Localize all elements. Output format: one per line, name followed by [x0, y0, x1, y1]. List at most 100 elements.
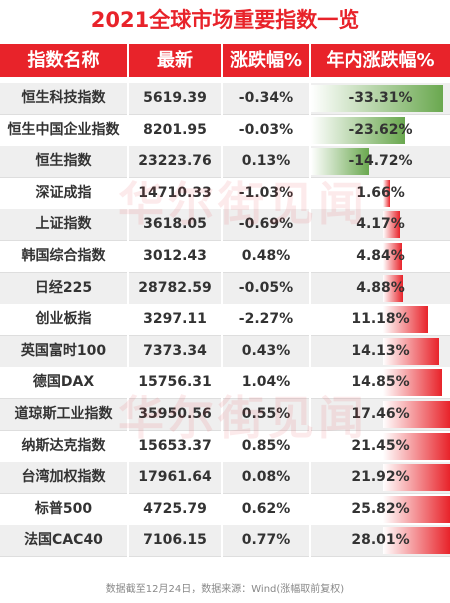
ytd-change: 21.45% [351, 438, 410, 454]
header-change: 涨跌幅% [223, 44, 309, 77]
table-row: 英国富时100 7373.34 0.43% 14.13% [0, 336, 450, 367]
latest-value: 15653.37 [138, 438, 212, 454]
header-latest: 最新 [129, 44, 221, 77]
ytd-change: 4.84% [356, 248, 405, 264]
ytd-bar [383, 527, 450, 554]
daily-change: 0.62% [241, 501, 291, 517]
daily-change: -0.03% [238, 122, 294, 138]
table-row: 创业板指 3297.11 -2.27% 11.18% [0, 304, 450, 335]
ytd-change: 25.82% [351, 501, 410, 517]
latest-value: 4725.79 [143, 501, 207, 517]
column-divider [221, 44, 223, 576]
ytd-change: 14.85% [351, 374, 410, 390]
row-divider [0, 114, 450, 115]
table-row: 韩国综合指数 3012.43 0.48% 4.84% [0, 241, 450, 272]
daily-change: -1.03% [238, 185, 294, 201]
latest-value: 15756.31 [138, 374, 212, 390]
latest-value: 5619.39 [143, 90, 207, 106]
ytd-bar [383, 464, 450, 491]
daily-change: 0.48% [241, 248, 291, 264]
table-row: 标普500 4725.79 0.62% 25.82% [0, 494, 450, 525]
footer-note: 数据截至12月24日，数据来源：Wind(涨幅取前复权) [105, 584, 345, 595]
latest-value: 3618.05 [143, 216, 207, 232]
daily-change: -0.34% [238, 90, 294, 106]
ytd-bar [383, 275, 403, 302]
daily-change: 0.77% [241, 532, 291, 548]
daily-change: 0.55% [241, 406, 291, 422]
ytd-bar [383, 369, 443, 396]
index-name: 恒生科技指数 [21, 90, 106, 106]
daily-change: 1.04% [241, 374, 291, 390]
table-row: 道琼斯工业指数 35950.56 0.55% 17.46% [0, 399, 450, 430]
ytd-change: 21.92% [351, 469, 410, 485]
daily-change: -0.05% [238, 280, 294, 296]
table-row: 日经225 28782.59 -0.05% 4.88% [0, 273, 450, 304]
ytd-change: 11.18% [351, 311, 410, 327]
table-row: 法国CAC40 7106.15 0.77% 28.01% [0, 525, 450, 556]
ytd-bar [383, 243, 403, 270]
ytd-change: 1.66% [356, 185, 405, 201]
daily-change: 0.13% [241, 153, 291, 169]
ytd-bar [311, 117, 405, 144]
latest-value: 35950.56 [138, 406, 212, 422]
table-row: 德国DAX 15756.31 1.04% 14.85% [0, 367, 450, 398]
index-name: 日经225 [34, 280, 93, 296]
index-name: 深证成指 [35, 185, 92, 201]
ytd-bar [311, 148, 370, 175]
row-divider [0, 493, 450, 494]
index-name: 恒生中国企业指数 [7, 122, 120, 138]
ytd-change: 14.13% [351, 343, 410, 359]
ytd-bar [383, 180, 390, 207]
row-divider [0, 335, 450, 336]
index-name: 台湾加权指数 [21, 469, 106, 485]
latest-value: 14710.33 [138, 185, 212, 201]
index-name: 上证指数 [35, 216, 92, 232]
header-ytd: 年内涨跌幅% [311, 44, 450, 77]
page-title: 2021全球市场重要指数一览 [90, 8, 360, 32]
row-divider [0, 430, 450, 431]
row-divider [0, 240, 450, 241]
row-divider [0, 272, 450, 273]
ytd-change: -14.72% [348, 153, 413, 169]
latest-value: 28782.59 [138, 280, 212, 296]
ytd-bar [383, 401, 450, 428]
index-name: 德国DAX [32, 374, 95, 390]
latest-value: 7106.15 [143, 532, 207, 548]
index-name: 法国CAC40 [24, 532, 103, 548]
daily-change: -2.27% [238, 311, 294, 327]
latest-value: 23223.76 [138, 153, 212, 169]
table-row: 台湾加权指数 17961.64 0.08% 21.92% [0, 462, 450, 493]
latest-value: 7373.34 [143, 343, 207, 359]
ytd-change: 17.46% [351, 406, 410, 422]
ytd-bar [311, 85, 444, 112]
ytd-change: 4.17% [356, 216, 405, 232]
daily-change: 0.85% [241, 438, 291, 454]
ytd-bar [383, 211, 400, 238]
table-row: 恒生指数 23223.76 0.13% -14.72% [0, 146, 450, 177]
index-name: 英国富时100 [20, 343, 107, 359]
table-row: 上证指数 3618.05 -0.69% 4.17% [0, 209, 450, 240]
index-name: 标普500 [34, 501, 93, 517]
daily-change: 0.08% [241, 469, 291, 485]
latest-value: 17961.64 [138, 469, 212, 485]
table-row: 纳斯达克指数 15653.37 0.85% 21.45% [0, 431, 450, 462]
daily-change: 0.43% [241, 343, 291, 359]
table-row: 深证成指 14710.33 -1.03% 1.66% [0, 178, 450, 209]
ytd-bar [383, 306, 428, 333]
index-name: 韩国综合指数 [21, 248, 106, 264]
latest-value: 8201.95 [143, 122, 207, 138]
ytd-bar [383, 433, 450, 460]
index-name: 纳斯达克指数 [21, 438, 106, 454]
ytd-change: 28.01% [351, 532, 410, 548]
latest-value: 3297.11 [143, 311, 207, 327]
table-row: 恒生科技指数 5619.39 -0.34% -33.31% [0, 83, 450, 114]
row-divider [0, 177, 450, 178]
row-divider [0, 556, 450, 557]
ytd-change: -33.31% [348, 90, 413, 106]
index-name: 创业板指 [35, 311, 92, 327]
column-divider [309, 44, 311, 576]
index-name: 道琼斯工业指数 [14, 406, 113, 422]
column-divider [127, 44, 129, 576]
table-row: 恒生中国企业指数 8201.95 -0.03% -23.62% [0, 115, 450, 146]
row-divider [0, 398, 450, 399]
